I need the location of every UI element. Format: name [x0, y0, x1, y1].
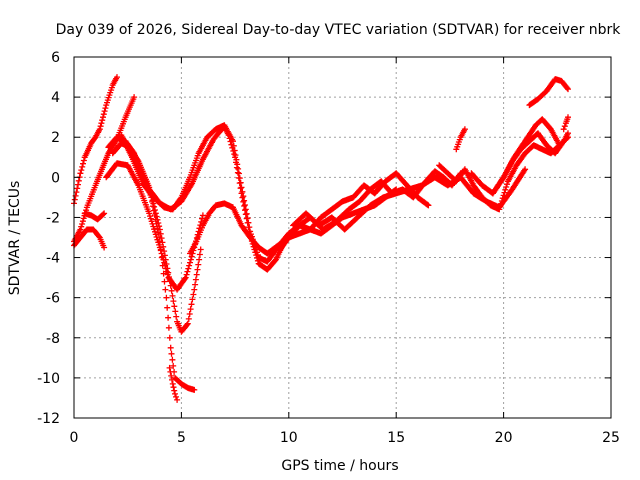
series-track-12	[277, 170, 432, 253]
series-track-17	[489, 116, 563, 197]
y-tick-label: -2	[46, 210, 60, 226]
series-track-18	[526, 76, 571, 109]
y-tick-label: -4	[46, 251, 60, 267]
grid-lines	[74, 57, 611, 418]
x-tick-label: 25	[602, 430, 620, 446]
y-tick-label: 4	[51, 90, 60, 106]
data-points	[71, 74, 571, 403]
series-track-6	[166, 364, 181, 403]
series-track-4	[81, 210, 108, 223]
y-axis-label: SDTVAR / TECUs	[7, 181, 23, 296]
plus-markers	[526, 76, 571, 109]
x-tick-label: 20	[495, 430, 513, 446]
x-tick-label: 15	[387, 430, 405, 446]
x-tick-label: 5	[177, 430, 186, 446]
plus-markers	[81, 210, 108, 223]
y-tick-label: 2	[51, 130, 60, 146]
y-tick-label: 0	[51, 170, 60, 186]
y-tick-label: -12	[37, 411, 60, 427]
x-tick-label: 0	[70, 430, 79, 446]
plus-markers	[560, 114, 571, 133]
plus-markers	[489, 116, 563, 197]
series-track-19	[560, 114, 571, 133]
y-tick-label: 6	[51, 50, 60, 66]
x-tick-label: 10	[280, 430, 298, 446]
plus-markers	[166, 364, 181, 403]
y-tick-label: -6	[46, 291, 60, 307]
series-track-15	[453, 126, 468, 153]
plus-markers	[277, 170, 432, 253]
plot-frame	[73, 56, 612, 419]
chart-title: Day 039 of 2026, Sidereal Day-to-day VTE…	[56, 22, 622, 38]
axis-ticks: 0 5 10 15 20 25 -12 -10 -8 -6 -4 -2 0 2 4 6	[37, 50, 620, 446]
y-tick-label: -10	[37, 371, 60, 387]
x-axis-label: GPS time / hours	[281, 458, 398, 474]
plus-markers	[453, 126, 468, 153]
y-tick-label: -8	[46, 331, 60, 347]
